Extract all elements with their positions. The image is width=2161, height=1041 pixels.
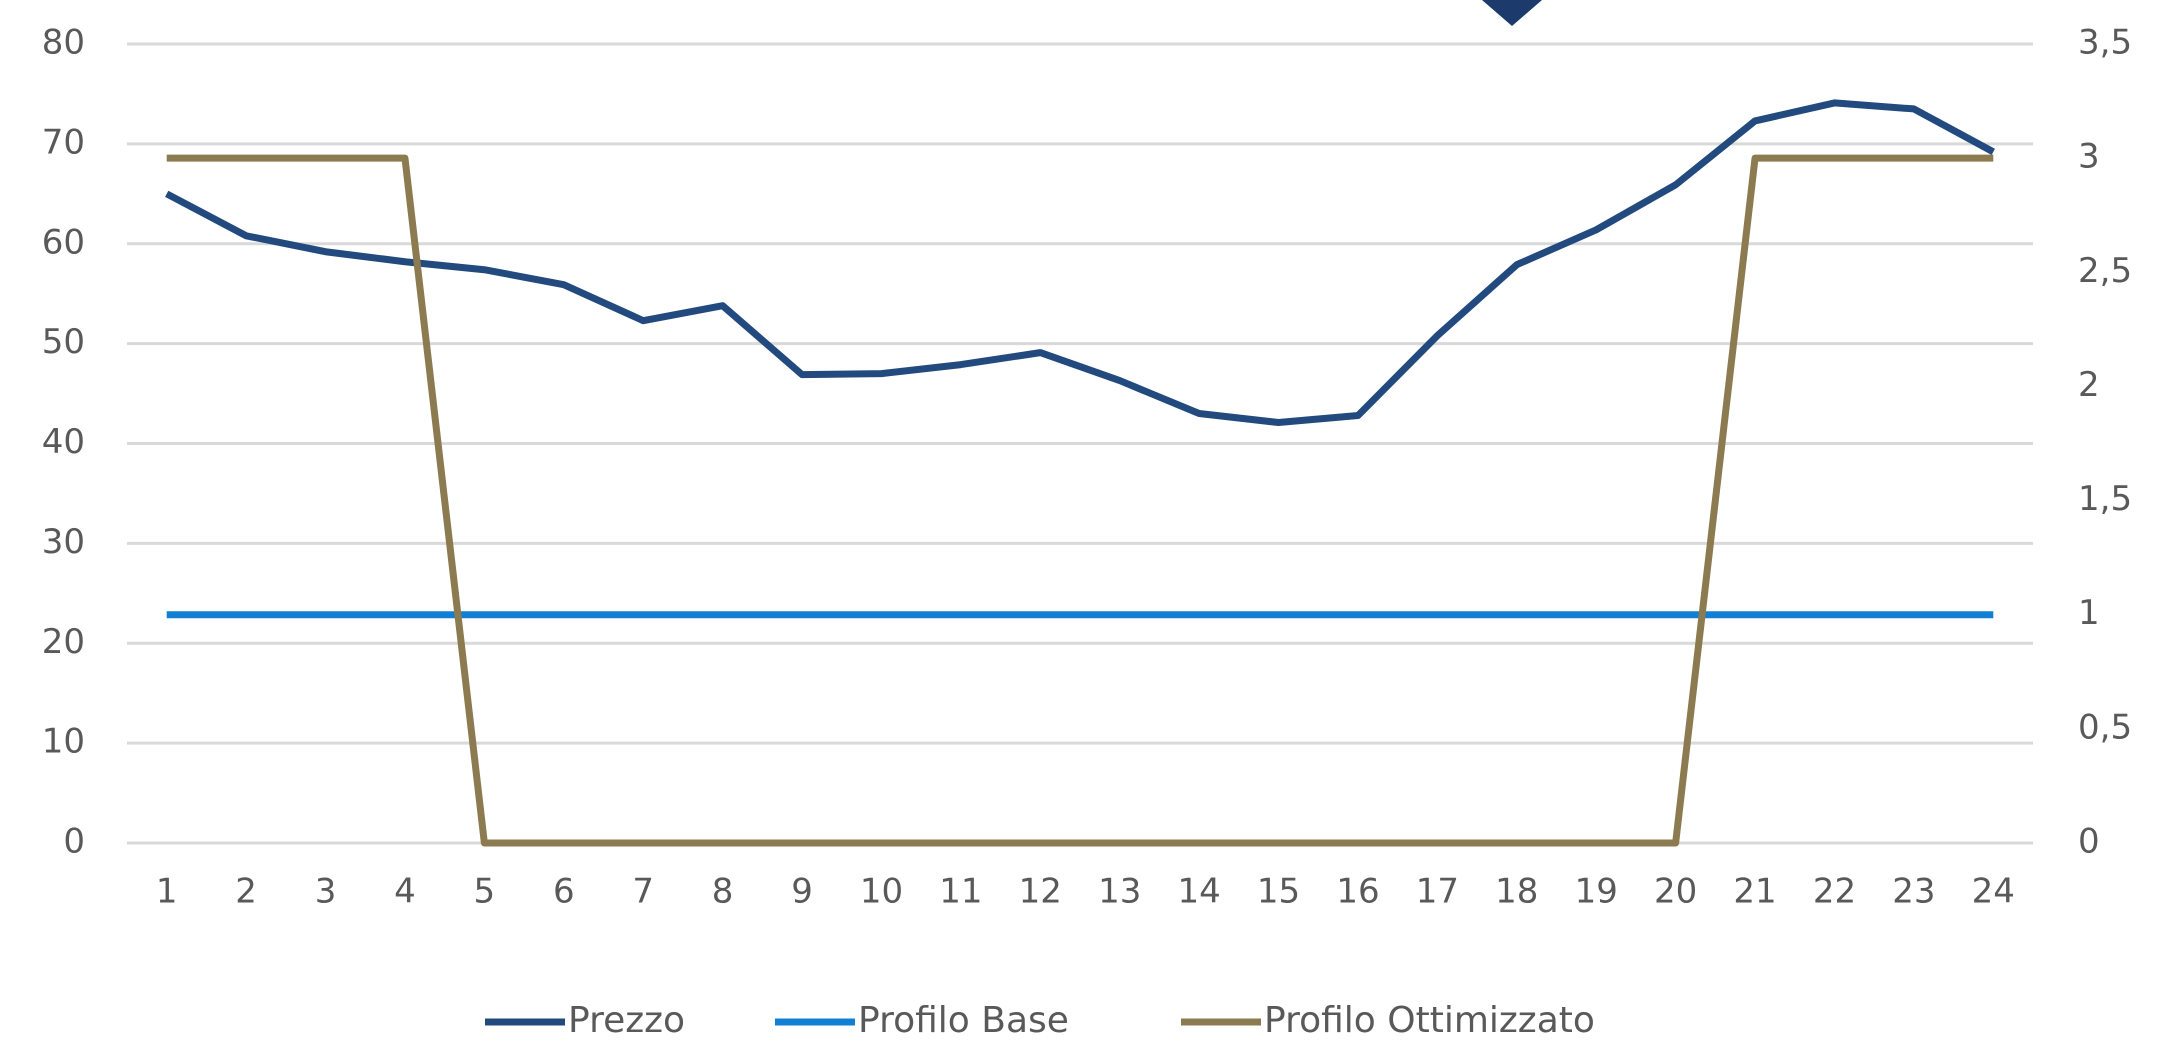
x-tick-label: 2	[235, 872, 257, 912]
y2-tick-label: 2	[2078, 365, 2100, 405]
x-tick-label: 9	[791, 872, 813, 912]
x-tick-label: 11	[939, 872, 982, 912]
y-tick-label: 70	[42, 122, 85, 162]
x-tick-label: 22	[1813, 872, 1856, 912]
x-tick-label: 7	[632, 872, 654, 912]
y-tick-label: 30	[42, 522, 85, 562]
x-tick-label: 10	[860, 872, 903, 912]
y2-tick-label: 3	[2078, 137, 2100, 177]
y2-tick-label: 2,5	[2078, 251, 2132, 291]
x-tick-label: 19	[1575, 872, 1618, 912]
x-tick-label: 13	[1098, 872, 1141, 912]
x-tick-label: 23	[1892, 872, 1935, 912]
y2-tick-label: 0,5	[2078, 707, 2132, 747]
x-tick-label: 16	[1336, 872, 1379, 912]
x-tick-label: 6	[553, 872, 575, 912]
y-tick-label: 0	[63, 822, 85, 862]
x-tick-label: 12	[1019, 872, 1062, 912]
grid	[127, 42, 2033, 845]
y-tick-label: 40	[42, 422, 85, 462]
y2-tick-label: 1	[2078, 593, 2100, 633]
y2-tick-label: 1,5	[2078, 479, 2132, 519]
x-tick-label: 17	[1416, 872, 1459, 912]
legend-label: Profilo Ottimizzato	[1264, 1000, 1595, 1041]
series-line	[165, 99, 1995, 427]
legend-label: Profilo Base	[858, 1000, 1069, 1041]
y-tick-label: 20	[42, 622, 85, 662]
x-tick-label: 1	[156, 872, 178, 912]
y2-tick-label: 0	[2078, 822, 2100, 862]
x-tick-label: 20	[1654, 872, 1697, 912]
y2-tick-label: 3,5	[2078, 23, 2132, 63]
x-tick-label: 3	[315, 872, 337, 912]
y-tick-label: 50	[42, 322, 85, 362]
x-tick-label: 24	[1972, 872, 2015, 912]
plot-area	[165, 99, 1995, 847]
y-tick-label: 10	[42, 722, 85, 762]
x-tick-label: 21	[1733, 872, 1776, 912]
series-line	[166, 154, 1994, 847]
x-tick-label: 5	[474, 872, 496, 912]
x-tick-label: 8	[712, 872, 734, 912]
decoration-marker	[1482, 0, 1542, 26]
y-tick-label: 60	[42, 222, 85, 262]
x-tick-label: 18	[1495, 872, 1538, 912]
x-tick-label: 14	[1177, 872, 1220, 912]
y-tick-label: 80	[42, 23, 85, 63]
legend-label: Prezzo	[568, 1000, 685, 1041]
x-tick-label: 15	[1257, 872, 1300, 912]
x-tick-label: 4	[394, 872, 416, 912]
